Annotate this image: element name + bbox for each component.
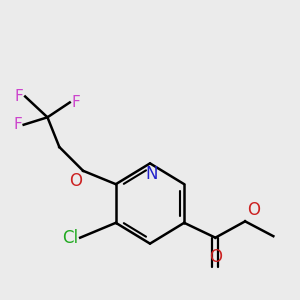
Text: Cl: Cl	[62, 229, 78, 247]
Text: F: F	[15, 89, 24, 104]
Text: F: F	[71, 95, 80, 110]
Text: O: O	[209, 248, 222, 266]
Text: F: F	[14, 117, 22, 132]
Text: O: O	[69, 172, 82, 190]
Text: N: N	[145, 165, 158, 183]
Text: O: O	[248, 201, 260, 219]
